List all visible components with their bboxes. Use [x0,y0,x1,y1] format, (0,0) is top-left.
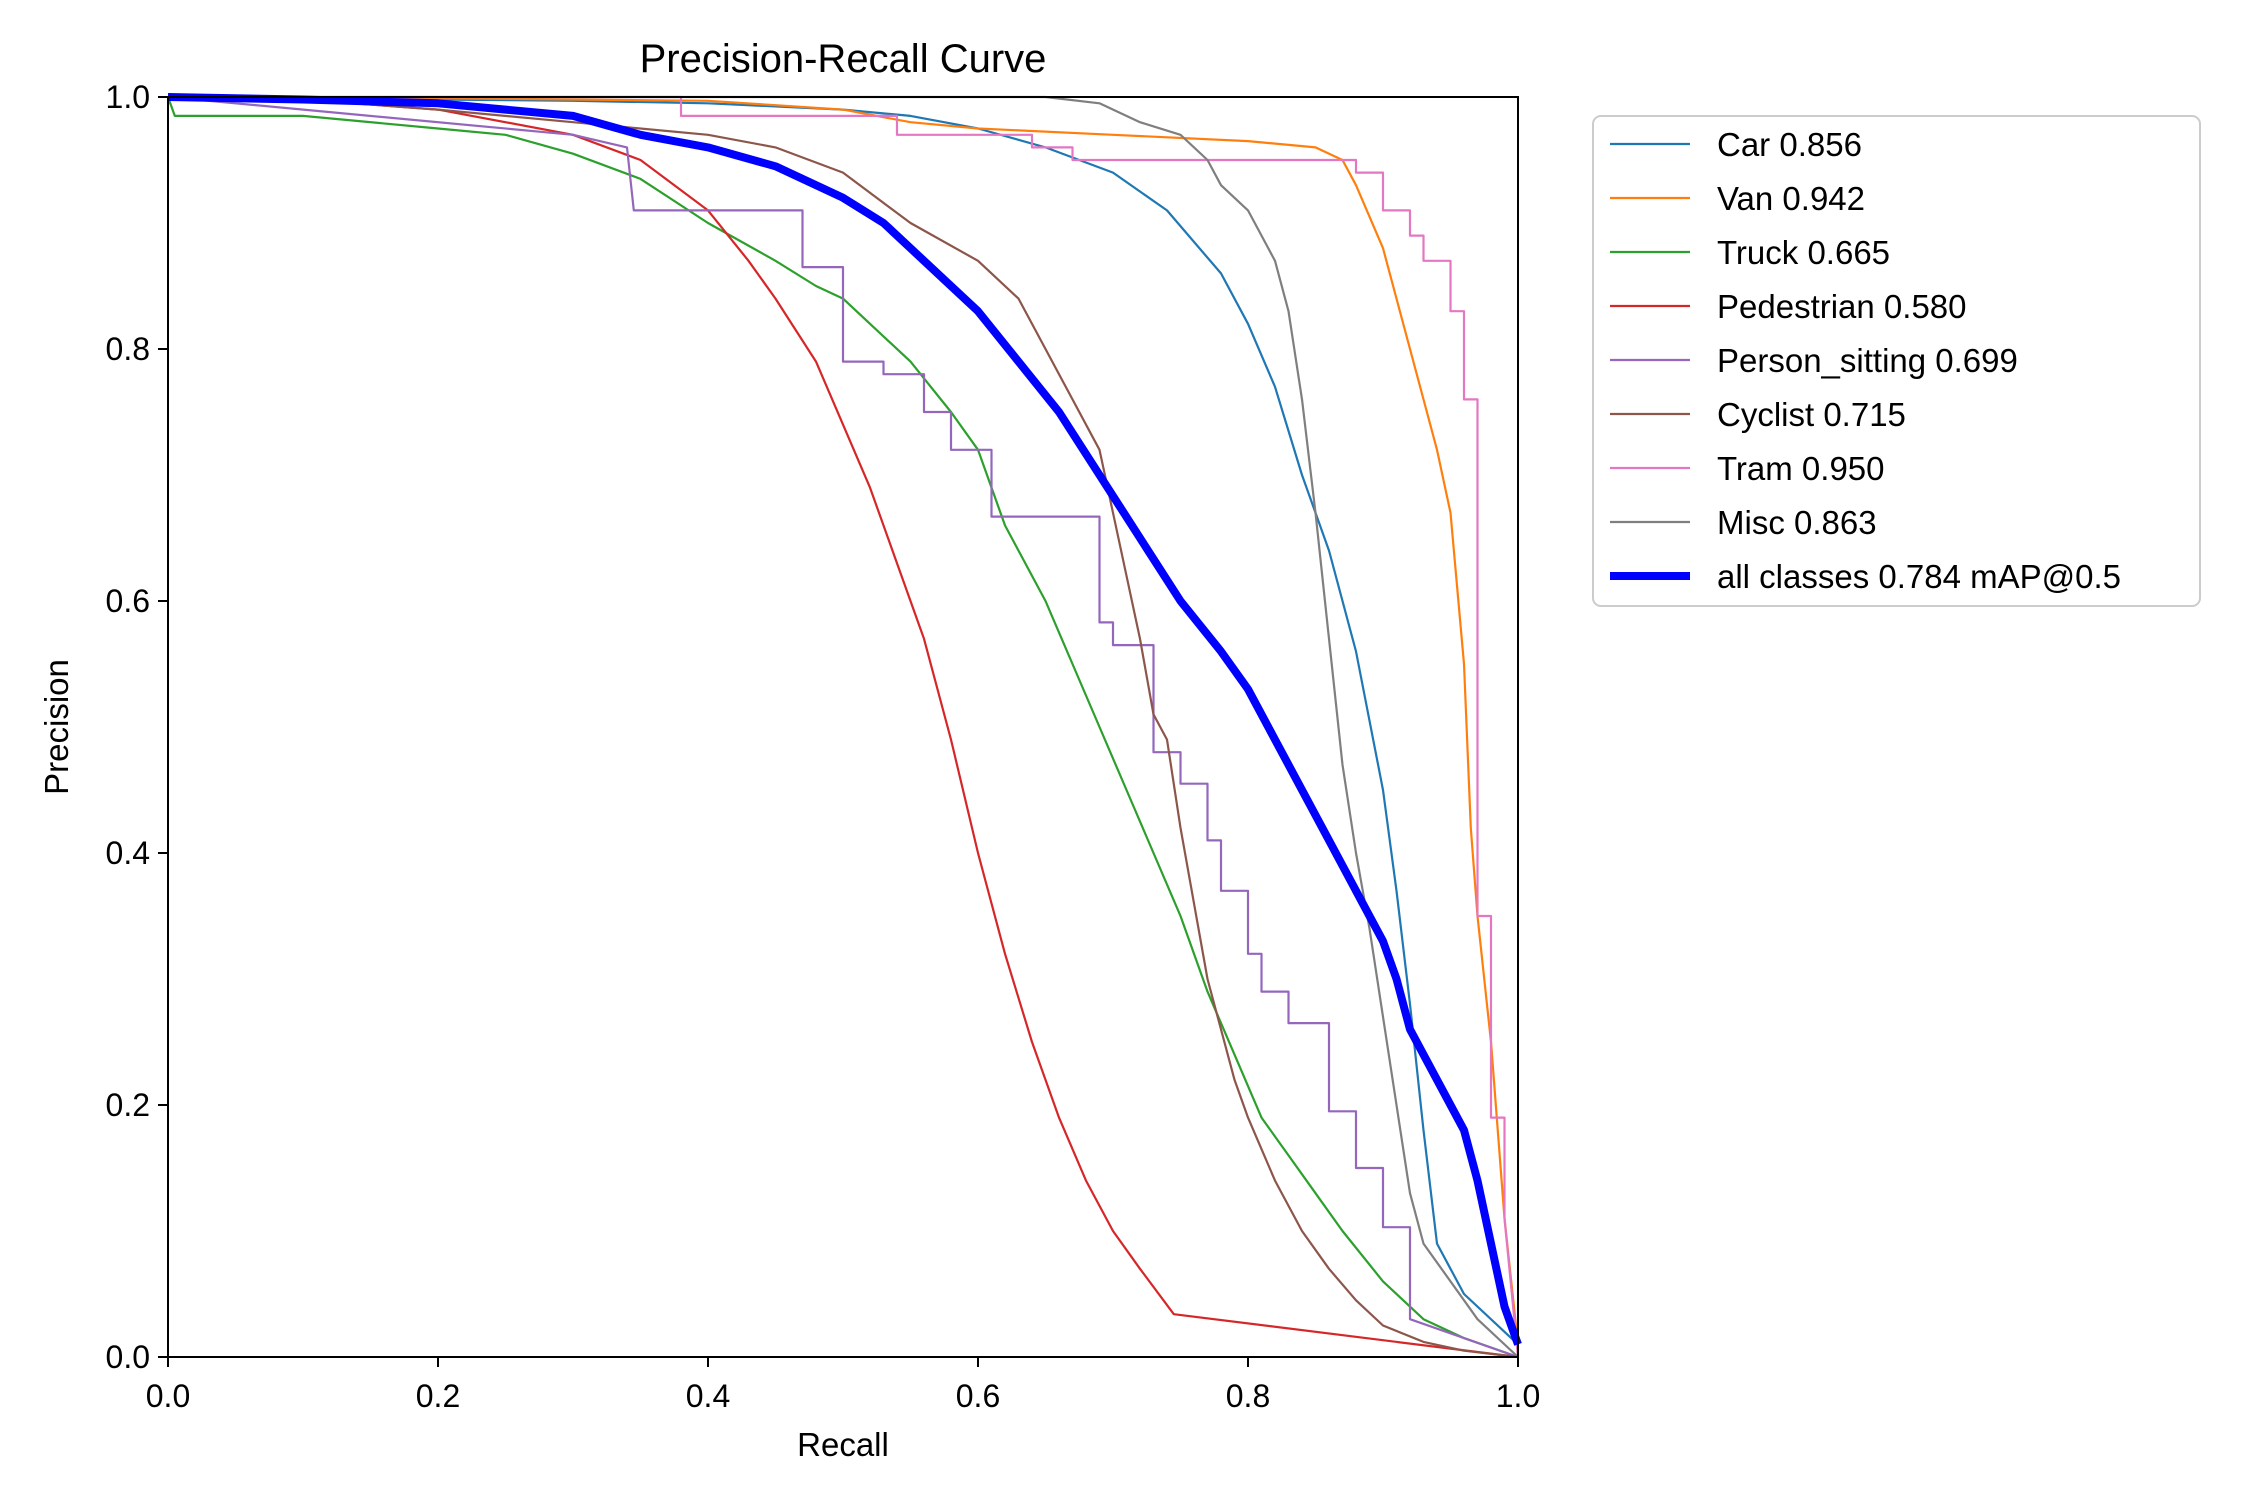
y-tick-label: 0.2 [106,1087,150,1123]
legend-label: Misc 0.863 [1717,504,1877,541]
legend-label: Truck 0.665 [1717,234,1890,271]
x-axis-label: Recall [797,1426,889,1463]
x-tick-label: 0.4 [686,1378,730,1414]
legend-label: Person_sitting 0.699 [1717,342,2018,379]
legend-label: Van 0.942 [1717,180,1865,217]
y-tick-label: 0.0 [106,1339,150,1375]
legend-label: Pedestrian 0.580 [1717,288,1967,325]
x-tick-label: 0.8 [1226,1378,1270,1414]
legend-label: all classes 0.784 mAP@0.5 [1717,558,2121,595]
x-axis-ticks: 0.0 0.2 0.4 0.6 0.8 1.0 [146,1357,1540,1414]
legend-label: Tram 0.950 [1717,450,1885,487]
legend-label: Car 0.856 [1717,126,1862,163]
x-tick-label: 0.0 [146,1378,190,1414]
y-axis-label: Precision [38,659,75,795]
series-line-cyclist [167,95,1519,1359]
plot-frame [167,96,1519,1358]
x-tick-label: 0.6 [956,1378,1000,1414]
series-line-pedestrian [167,95,1519,1359]
legend-items: Car 0.856 Van 0.942 Truck 0.665 Pedestrian … [1610,126,2121,595]
y-tick-label: 0.6 [106,583,150,619]
series-lines [166,93,1522,1359]
y-tick-label: 0.4 [106,835,150,871]
series-line-misc [168,95,1519,1358]
legend-box [1592,115,2201,607]
series-line-all-classes [167,93,1522,1346]
y-tick-label: 1.0 [106,79,150,115]
legend-label: Cyclist 0.715 [1717,396,1906,433]
y-tick-label: 0.8 [106,331,150,367]
legend: Car 0.856 Van 0.942 Truck 0.665 Pedestrian … [1592,115,2201,607]
y-axis-ticks: 0.0 0.2 0.4 0.6 0.8 1.0 [106,79,168,1375]
chart-title: Precision-Recall Curve [640,37,1047,81]
x-tick-label: 0.2 [416,1378,460,1414]
x-tick-label: 1.0 [1496,1378,1540,1414]
series-line-car [168,95,1519,1346]
series-line-tram [168,95,1520,1358]
series-line-person-sitting [167,95,1519,1359]
series-line-van [168,95,1520,1345]
series-line-truck [166,96,1519,1359]
